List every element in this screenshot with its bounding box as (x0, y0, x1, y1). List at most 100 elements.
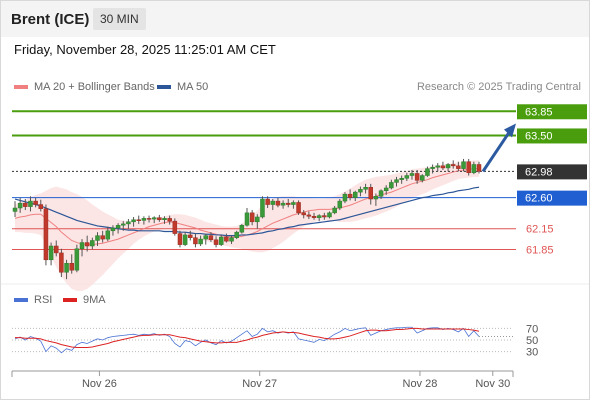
candle (151, 216, 157, 224)
candle-down (213, 239, 219, 245)
level-label-62.15: 62.15 (526, 224, 554, 236)
candle-up (64, 263, 69, 273)
candle-up (461, 161, 466, 169)
candle-up (90, 240, 95, 247)
candle-up (17, 202, 23, 209)
candle-up (260, 198, 265, 218)
ma20-swatch (14, 85, 28, 89)
candle (64, 259, 69, 280)
candle-up (445, 164, 451, 169)
candle (136, 215, 141, 224)
candle (311, 212, 317, 220)
forecast-arrow-shaft (481, 131, 511, 173)
candle-up (363, 187, 368, 190)
candle-down (275, 200, 281, 206)
candle-up (291, 202, 296, 205)
candle-up (425, 168, 430, 176)
candle-up (141, 218, 147, 221)
candle (404, 172, 410, 182)
candle-down (69, 263, 74, 271)
candle (105, 226, 111, 242)
candle-up (121, 223, 126, 226)
candle (249, 210, 255, 226)
candle-down (172, 220, 178, 234)
candle (255, 214, 260, 229)
candle-down (59, 252, 64, 273)
candle (12, 201, 18, 217)
candle (213, 236, 219, 248)
candle (95, 232, 100, 246)
candle-up (394, 179, 399, 183)
candle (337, 199, 343, 211)
candle-up (162, 218, 167, 220)
candle (358, 186, 363, 197)
level-tag-62.60 (517, 190, 587, 206)
rsi-swatch (14, 298, 28, 302)
candle-down (301, 212, 306, 216)
x-tick-label: Nov 27 (242, 378, 277, 390)
candle-down (456, 165, 461, 169)
candle-up (28, 200, 33, 207)
legend-ma50: MA 50 (157, 81, 208, 93)
candle-down (38, 204, 44, 209)
candle (43, 204, 49, 266)
candle (234, 230, 239, 240)
candle (23, 199, 28, 211)
timeframe-button[interactable]: 30 MIN (93, 8, 146, 30)
candle (53, 240, 59, 257)
candle (157, 214, 162, 222)
candle-up (229, 237, 234, 242)
candle (280, 200, 286, 209)
candle-down (368, 187, 373, 200)
candle-up (255, 216, 260, 223)
candle-down (296, 202, 301, 214)
candle (373, 193, 379, 206)
candle (177, 230, 183, 248)
candle (224, 233, 229, 243)
candle (146, 215, 152, 223)
candle (389, 179, 394, 190)
candle-down (136, 219, 141, 221)
candle-up (342, 193, 348, 202)
legend-ma9-label: 9MA (83, 294, 106, 306)
candle-down (306, 214, 312, 217)
candle-up (74, 248, 80, 271)
candle (301, 210, 306, 219)
legend-ma20: MA 20 + Bollinger Bands (14, 81, 155, 93)
candle-up (332, 207, 337, 214)
level-tag-62.98 (517, 164, 587, 180)
header-bar: Brent (ICE) 30 MIN (1, 1, 589, 37)
candle-down (249, 212, 255, 223)
candle-up (383, 187, 389, 191)
candle-up (131, 219, 136, 223)
candle-up (270, 200, 276, 205)
x-tick-label: Nov 30 (475, 378, 510, 390)
candle-up (404, 175, 410, 179)
candle-up (48, 245, 54, 261)
candle (182, 232, 188, 246)
candle (275, 197, 281, 208)
candle (69, 254, 74, 274)
candle-down (146, 218, 152, 220)
level-labels: 63.85 63.50 62.98 62.60 62.15 61.85 (517, 104, 587, 256)
candle-up (316, 215, 322, 218)
candle (353, 190, 358, 202)
legend-rsi-label: RSI (34, 294, 53, 306)
candle (115, 223, 121, 234)
timestamp: Friday, November 28, 2025 11:25:01 AM CE… (14, 42, 276, 57)
rsi-tick-70: 70 (526, 323, 538, 335)
candle-down (466, 161, 471, 174)
candle (456, 161, 461, 172)
candle-up (198, 238, 203, 245)
candle-up (110, 227, 116, 232)
candle-up (239, 225, 245, 233)
candle-down (440, 165, 446, 169)
candle (296, 200, 301, 215)
candle (121, 221, 126, 231)
candle (203, 233, 209, 245)
candle-up (378, 190, 384, 197)
candle (420, 174, 425, 183)
x-tick-label: Nov 28 (403, 378, 438, 390)
candle-down (53, 245, 59, 254)
